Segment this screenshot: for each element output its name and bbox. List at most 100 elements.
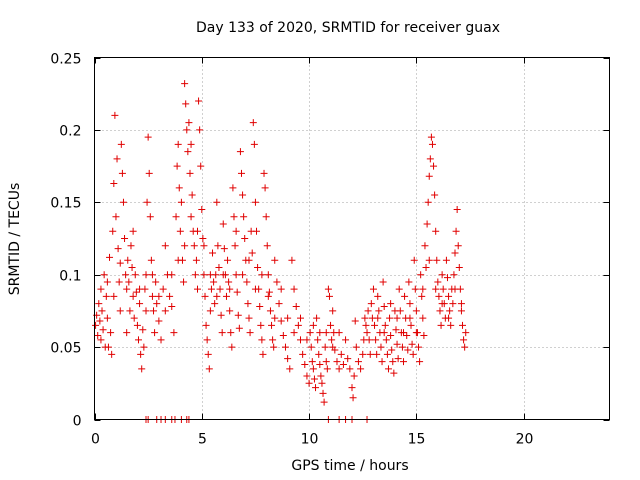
data-point xyxy=(268,321,276,329)
data-point xyxy=(452,227,460,235)
data-point xyxy=(181,80,189,88)
data-point xyxy=(277,317,285,325)
data-point xyxy=(103,278,111,286)
data-point xyxy=(147,256,155,264)
data-point xyxy=(244,300,252,308)
data-point xyxy=(406,314,414,322)
data-point xyxy=(94,332,102,340)
data-point xyxy=(225,278,233,286)
y-tick-label: 0.15 xyxy=(50,196,81,212)
data-point xyxy=(118,169,126,177)
data-point xyxy=(129,227,137,235)
data-point xyxy=(275,300,283,308)
data-point xyxy=(131,271,139,279)
data-point xyxy=(390,369,398,377)
data-point xyxy=(357,365,365,373)
data-point xyxy=(129,292,137,300)
plot-frame xyxy=(94,57,610,420)
data-point xyxy=(322,358,330,366)
data-point xyxy=(148,292,156,300)
data-point xyxy=(446,307,454,315)
data-point xyxy=(116,307,124,315)
data-point xyxy=(185,119,193,127)
data-point xyxy=(344,355,352,363)
data-point xyxy=(110,292,118,300)
data-point xyxy=(462,329,470,337)
data-point xyxy=(194,227,201,235)
data-point xyxy=(322,329,330,337)
data-point xyxy=(393,340,401,348)
data-point xyxy=(146,213,154,221)
data-point xyxy=(342,336,350,344)
data-point xyxy=(127,242,135,250)
data-point xyxy=(142,271,150,279)
data-point xyxy=(366,350,374,358)
data-point xyxy=(104,343,112,351)
data-point xyxy=(324,285,332,293)
data-point xyxy=(460,336,468,344)
data-point xyxy=(269,336,277,344)
data-point xyxy=(157,336,165,344)
y-tick-label: 0.2 xyxy=(59,124,81,140)
data-point xyxy=(121,235,129,242)
data-point xyxy=(161,307,169,315)
x-tick-label: 10 xyxy=(301,432,319,448)
data-point xyxy=(254,263,262,271)
data-point xyxy=(198,206,206,214)
data-point xyxy=(215,263,223,271)
data-point xyxy=(230,213,238,221)
data-point xyxy=(258,271,266,279)
data-point xyxy=(328,336,336,344)
data-point xyxy=(367,300,375,308)
data-point xyxy=(260,169,268,177)
data-point xyxy=(264,292,272,300)
data-point xyxy=(232,271,240,279)
data-point xyxy=(365,336,373,344)
data-point xyxy=(439,285,447,293)
data-point xyxy=(406,300,414,308)
data-point xyxy=(398,343,406,351)
data-point xyxy=(279,332,287,340)
data-point xyxy=(133,321,141,329)
data-point xyxy=(316,360,324,368)
data-point xyxy=(184,148,192,156)
data-point xyxy=(241,235,249,242)
data-point xyxy=(271,256,279,264)
data-point xyxy=(346,365,354,373)
data-point xyxy=(361,314,369,322)
data-point xyxy=(433,256,441,264)
data-point xyxy=(321,343,329,351)
x-tick-label: 20 xyxy=(516,432,534,448)
data-point xyxy=(359,350,367,358)
data-point xyxy=(103,314,111,322)
data-point xyxy=(312,384,320,392)
data-point xyxy=(405,278,413,286)
data-point xyxy=(314,336,322,344)
data-point xyxy=(206,271,214,279)
data-point xyxy=(213,198,221,206)
data-point xyxy=(329,343,337,351)
data-point xyxy=(445,314,453,322)
data-point xyxy=(201,292,209,300)
data-point xyxy=(214,242,222,250)
data-point xyxy=(426,155,434,163)
data-point xyxy=(219,220,227,228)
data-point xyxy=(182,100,190,108)
data-point xyxy=(200,242,208,250)
data-point xyxy=(98,307,106,315)
data-point xyxy=(383,350,391,358)
data-point xyxy=(130,314,138,322)
data-point xyxy=(233,288,241,296)
data-point xyxy=(303,372,311,380)
data-point xyxy=(318,379,326,387)
data-point xyxy=(428,140,436,148)
data-points xyxy=(92,80,470,423)
data-point xyxy=(251,285,259,293)
data-point xyxy=(199,235,207,242)
y-tick-label: 0.1 xyxy=(59,269,81,285)
data-point xyxy=(172,213,180,221)
data-point xyxy=(205,365,213,373)
data-point xyxy=(372,336,380,344)
data-point xyxy=(92,321,100,329)
data-point xyxy=(380,303,388,311)
